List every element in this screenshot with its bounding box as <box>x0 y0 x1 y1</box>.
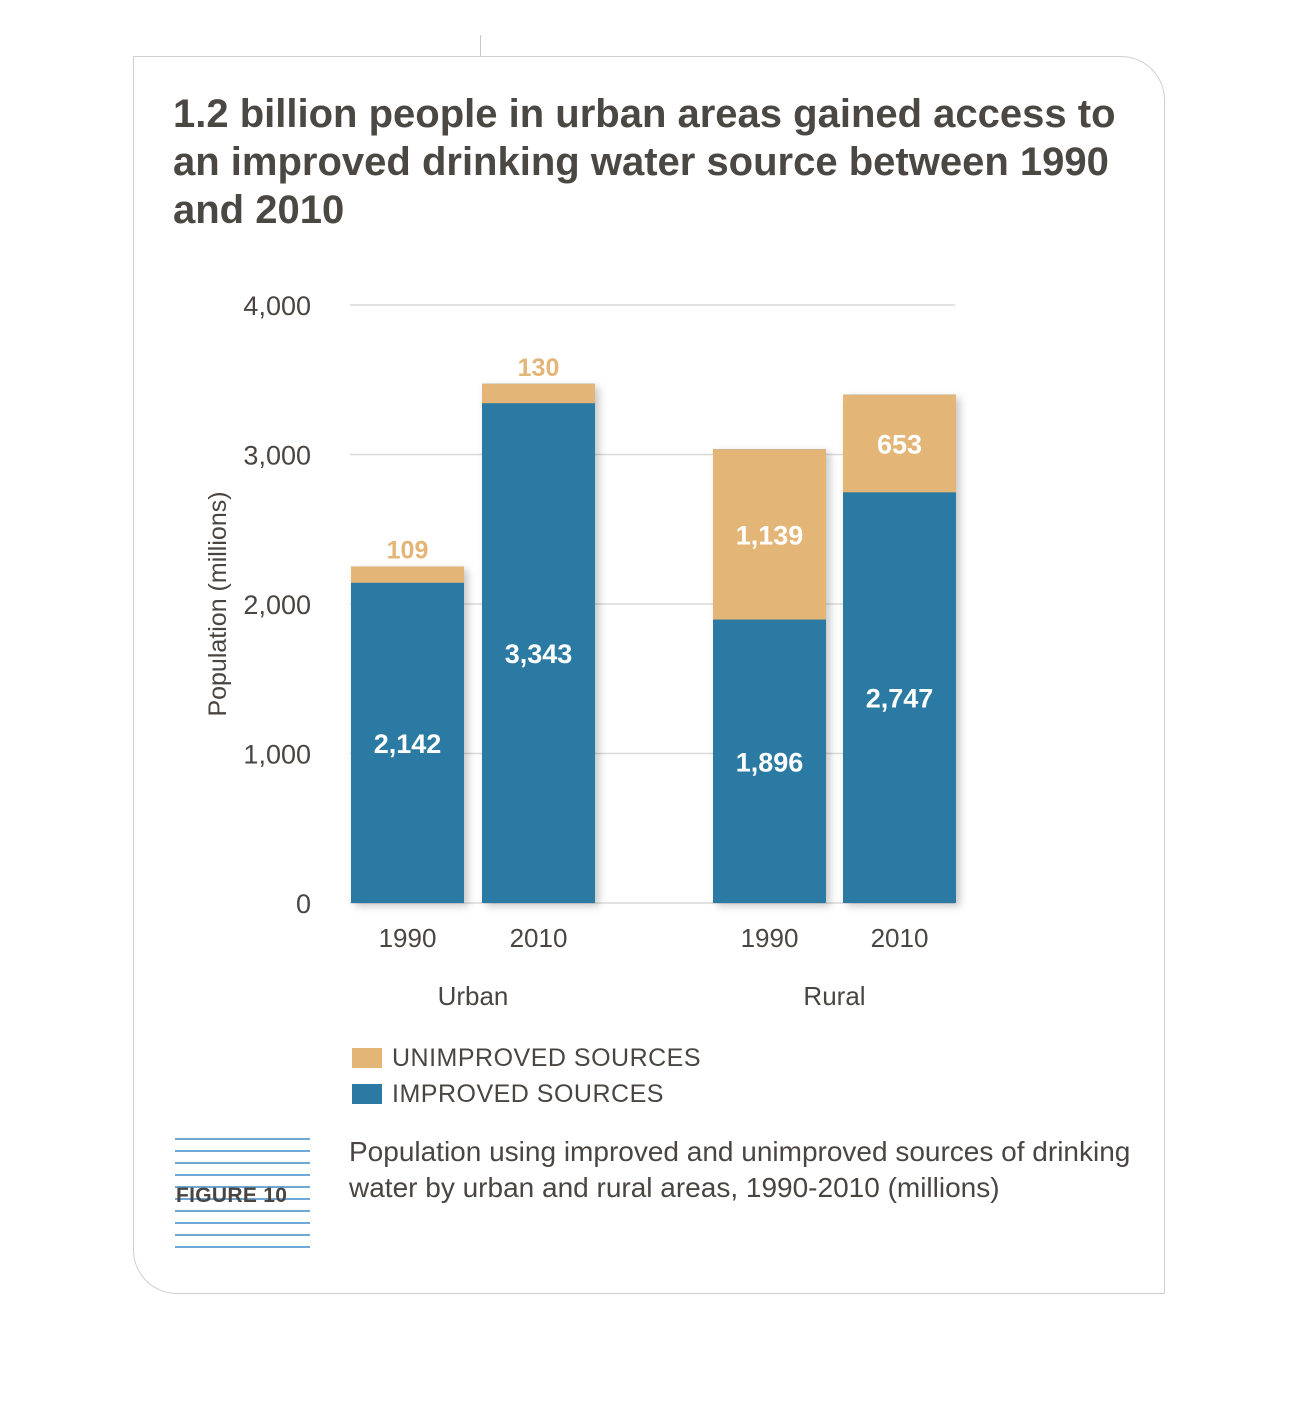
top-divider-tick <box>480 35 481 57</box>
y-tick-label: 0 <box>296 889 311 919</box>
bar-improved <box>713 619 826 903</box>
data-label-unimproved: 130 <box>518 354 560 382</box>
x-tick-label: 2010 <box>510 923 568 953</box>
legend-label-improved: IMPROVED SOURCES <box>392 1079 664 1108</box>
y-tick-label: 4,000 <box>243 291 311 321</box>
data-label-unimproved: 109 <box>387 536 429 564</box>
chart-title: 1.2 billion people in urban areas gained… <box>173 92 1116 232</box>
y-tick-label: 2,000 <box>243 590 311 620</box>
y-tick-label: 1,000 <box>243 740 311 770</box>
y-axis-label: Population (millions) <box>204 491 232 716</box>
x-tick-label: 2010 <box>871 923 929 953</box>
legend-swatch-improved <box>352 1084 382 1104</box>
y-tick-label: 3,000 <box>243 441 311 471</box>
x-tick-label: 1990 <box>741 923 799 953</box>
figure-label-lines <box>175 1138 310 1258</box>
legend-label-unimproved: UNIMPROVED SOURCES <box>392 1043 702 1072</box>
bar-improved <box>843 492 956 903</box>
labels: 0 1,000 2,000 3,000 4,000 Population (million… <box>204 291 933 1011</box>
data-label-unimproved: 1,139 <box>736 520 804 550</box>
bars <box>351 383 956 903</box>
data-label-improved: 1,896 <box>736 747 804 777</box>
group-label: Rural <box>803 981 865 1011</box>
bar-unimproved <box>482 383 595 404</box>
bar-unimproved <box>351 566 464 583</box>
legend-swatch-unimproved <box>352 1048 382 1068</box>
figure-label: FIGURE 10 <box>176 1184 288 1207</box>
bar-unimproved <box>713 449 826 620</box>
bar-improved <box>351 582 464 903</box>
figure-caption: Population using improved and unimproved… <box>349 1136 1131 1203</box>
data-label-improved: 2,142 <box>374 729 442 759</box>
x-tick-label: 1990 <box>379 923 437 953</box>
legend-item-improved: IMPROVED SOURCES <box>352 1076 701 1112</box>
legend-item-unimproved: UNIMPROVED SOURCES <box>352 1040 701 1076</box>
data-label-improved: 3,343 <box>505 639 573 669</box>
bar-improved <box>482 403 595 903</box>
data-label-unimproved: 653 <box>877 430 922 460</box>
group-label: Urban <box>438 981 509 1011</box>
figure-card <box>133 56 1165 1294</box>
data-label-improved: 2,747 <box>866 684 934 714</box>
legend: UNIMPROVED SOURCES IMPROVED SOURCES <box>352 1040 701 1112</box>
bar-unimproved <box>843 394 956 493</box>
